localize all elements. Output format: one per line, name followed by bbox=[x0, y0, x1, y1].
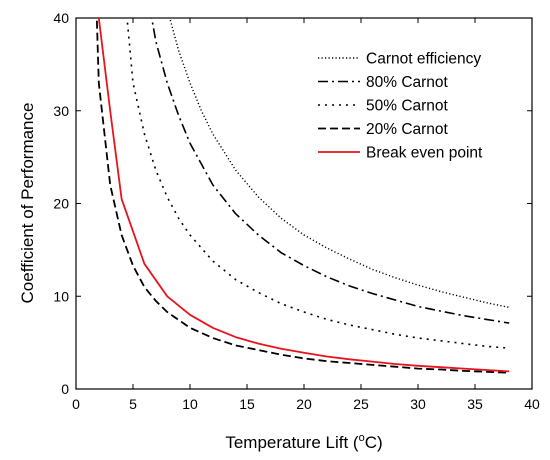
x-tick-label: 40 bbox=[524, 396, 540, 412]
x-tick-label: 25 bbox=[353, 396, 369, 412]
plot-area-frame bbox=[75, 17, 533, 390]
x-tick-label: 15 bbox=[239, 396, 255, 412]
y-tick-label: 20 bbox=[53, 196, 69, 212]
x-axis-title-main: Temperature Lift ( bbox=[225, 433, 359, 452]
x-axis-title-unit: C) bbox=[365, 433, 383, 452]
legend-label: 50% Carnot bbox=[366, 98, 449, 115]
y-axis-title: Coefficient of Performance bbox=[18, 103, 37, 304]
legend: Carnot efficiency 80% Carnot 50% Carnot 20%… bbox=[318, 51, 483, 162]
series-line-carnot-efficiency bbox=[169, 18, 510, 309]
y-tick-label: 10 bbox=[53, 288, 69, 304]
legend-label: 80% Carnot bbox=[366, 74, 449, 91]
series-line-break-even-point bbox=[97, 18, 510, 373]
x-tick-label: 30 bbox=[410, 396, 426, 412]
x-tick-label: 0 bbox=[72, 396, 80, 412]
y-tick-label: 0 bbox=[61, 381, 69, 397]
y-tick-label: 40 bbox=[53, 10, 69, 26]
x-tick-label: 35 bbox=[467, 396, 483, 412]
legend-label: Carnot efficiency bbox=[366, 51, 481, 68]
legend-label: Break even point bbox=[366, 145, 483, 162]
axis-ticks: 0 5 10 15 20 25 30 35 40 0 10 20 30 40 bbox=[53, 10, 540, 412]
x-tick-label: 5 bbox=[129, 396, 137, 412]
series-layer bbox=[95, 18, 510, 374]
x-axis-title-superscript: o bbox=[359, 432, 365, 444]
x-axis-title: Temperature Lift (oC) bbox=[225, 432, 382, 452]
x-tick-label: 10 bbox=[182, 396, 198, 412]
legend-label: 20% Carnot bbox=[366, 121, 449, 138]
y-tick-label: 30 bbox=[53, 103, 69, 119]
series-line-80-carnot bbox=[150, 18, 510, 324]
x-tick-label: 20 bbox=[296, 396, 312, 412]
